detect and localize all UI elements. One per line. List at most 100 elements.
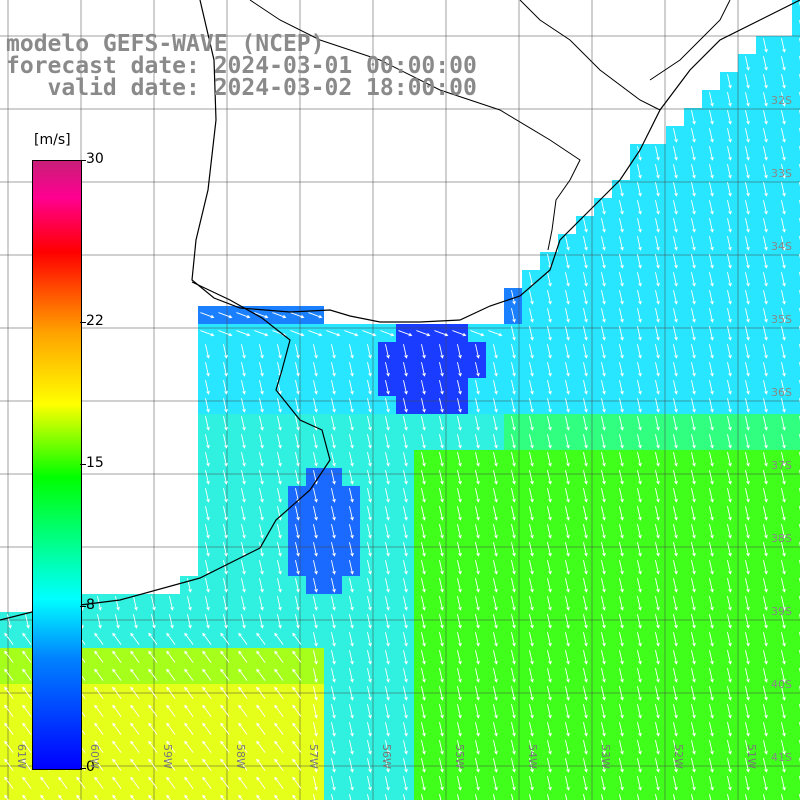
wind-arrow xyxy=(673,704,678,719)
wind-arrow xyxy=(529,470,534,485)
wind-arrow xyxy=(655,290,660,305)
wind-arrow xyxy=(493,506,498,521)
wind-arrow xyxy=(220,668,230,681)
wind-arrow xyxy=(349,488,354,503)
wind-arrow xyxy=(691,362,696,377)
wind-arrow xyxy=(223,560,228,575)
wind-arrow xyxy=(655,254,660,269)
wind-arrow xyxy=(637,326,642,341)
wind-arrow xyxy=(475,434,480,449)
wind-arrow xyxy=(470,330,485,337)
wind-arrow xyxy=(637,722,642,737)
wind-arrow xyxy=(583,236,588,251)
wind-arrow xyxy=(601,578,606,593)
wind-arrow xyxy=(367,686,372,701)
wind-speed-cell xyxy=(756,792,774,800)
wind-arrow xyxy=(25,614,30,629)
wind-arrow xyxy=(709,236,714,251)
wind-arrow xyxy=(241,362,246,377)
wind-arrow xyxy=(601,290,606,305)
wind-arrow xyxy=(385,380,390,395)
wind-arrow xyxy=(205,524,210,539)
wind-arrow xyxy=(691,794,694,800)
wind-arrow xyxy=(673,182,678,197)
wind-arrow xyxy=(529,524,534,539)
colorbar-tick-mark xyxy=(80,605,86,607)
wind-arrow xyxy=(655,434,660,449)
valid-date: valid date: 2024-03-02 18:00:00 xyxy=(6,75,477,101)
wind-arrow xyxy=(673,200,678,215)
wind-arrow xyxy=(421,614,426,629)
wind-arrow xyxy=(673,560,678,575)
wind-arrow xyxy=(349,506,354,521)
wind-arrow xyxy=(619,290,624,305)
wind-arrow xyxy=(256,686,266,699)
wind-arrow xyxy=(727,740,732,755)
wind-arrow xyxy=(637,218,642,233)
wind-arrow xyxy=(529,794,532,800)
wind-arrow xyxy=(619,380,624,395)
wind-arrow xyxy=(673,596,678,611)
wind-arrow xyxy=(763,524,768,539)
wind-arrow xyxy=(781,506,786,521)
wind-arrow xyxy=(184,668,194,681)
wind-arrow xyxy=(349,470,354,485)
wind-arrow xyxy=(184,650,194,663)
wind-arrow xyxy=(349,722,354,737)
wind-arrow xyxy=(601,416,606,431)
wind-arrow xyxy=(421,470,426,485)
wind-arrow xyxy=(763,722,768,737)
wind-arrow xyxy=(745,650,750,665)
wind-arrow xyxy=(601,326,606,341)
wind-arrow xyxy=(202,668,212,681)
wind-arrow xyxy=(547,380,552,395)
wind-arrow xyxy=(565,308,570,323)
wind-arrow xyxy=(58,776,68,789)
wind-arrow xyxy=(218,312,233,319)
wind-arrow xyxy=(40,776,50,789)
wind-arrow xyxy=(619,596,624,611)
wind-arrow xyxy=(439,560,444,575)
wind-arrow xyxy=(313,740,318,755)
wind-arrow xyxy=(457,740,462,755)
wind-arrow xyxy=(349,686,354,701)
wind-arrow xyxy=(565,776,570,791)
wind-arrow xyxy=(205,542,210,557)
wind-arrow xyxy=(547,596,552,611)
wind-arrow xyxy=(133,596,138,611)
wind-arrow xyxy=(529,668,534,683)
wind-arrow xyxy=(421,560,426,575)
wind-arrow xyxy=(367,722,372,737)
wind-speed-cell xyxy=(792,540,800,558)
wind-arrow xyxy=(709,290,714,305)
wind-speed-cell xyxy=(792,72,800,90)
wind-arrow xyxy=(547,614,552,629)
wind-arrow xyxy=(403,776,408,791)
wind-arrow xyxy=(763,92,768,107)
wind-arrow xyxy=(691,578,696,593)
wind-arrow xyxy=(259,560,264,575)
wind-arrow xyxy=(22,632,32,645)
wind-arrow xyxy=(547,758,552,773)
colorbar-tick-label: 15 xyxy=(86,455,104,471)
wind-arrow xyxy=(637,452,642,467)
wind-arrow xyxy=(691,722,696,737)
wind-arrow xyxy=(745,596,750,611)
wind-arrow xyxy=(637,434,642,449)
wind-arrow xyxy=(601,614,606,629)
wind-arrow xyxy=(475,758,480,773)
wind-arrow xyxy=(601,470,606,485)
wind-arrow xyxy=(313,542,318,557)
wind-arrow xyxy=(511,506,516,521)
wind-arrow xyxy=(202,776,212,789)
wind-arrow xyxy=(727,578,732,593)
wind-arrow xyxy=(202,722,212,735)
wind-arrow xyxy=(709,200,714,215)
wind-speed-cell xyxy=(792,288,800,306)
wind-arrow xyxy=(583,308,588,323)
wind-arrow xyxy=(220,722,230,735)
wind-arrow xyxy=(547,308,552,323)
wind-arrow xyxy=(727,308,732,323)
wind-speed-cell xyxy=(36,792,54,800)
wind-arrow xyxy=(565,596,570,611)
